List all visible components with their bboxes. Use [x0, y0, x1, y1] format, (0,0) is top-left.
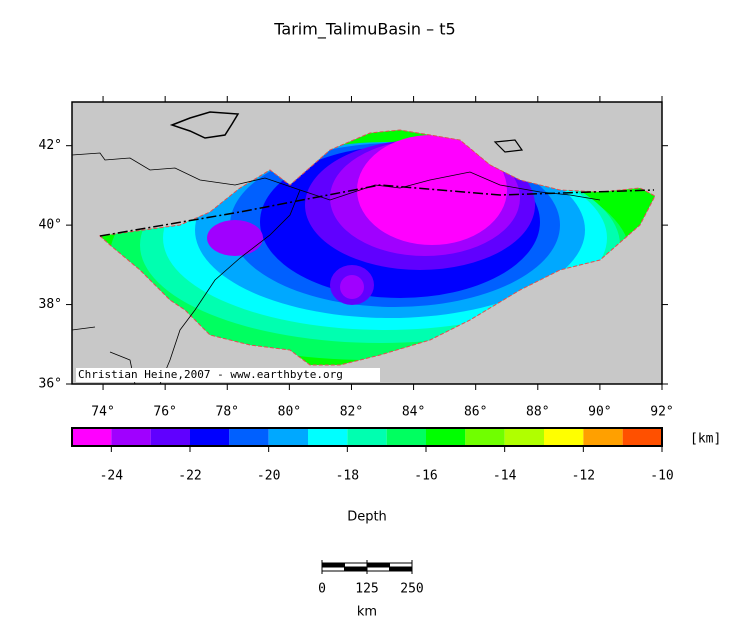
- colorbar-segment: [426, 428, 466, 446]
- lat-tick-label: 42°: [39, 138, 62, 153]
- colorbar-segment: [308, 428, 348, 446]
- colorbar-segment: [268, 428, 308, 446]
- scale-tick-label: 0: [318, 582, 326, 597]
- colorbar-tick-label: -10: [650, 469, 673, 484]
- lon-tick-label: 92°: [650, 405, 673, 420]
- colorbar-tick-label: -22: [178, 469, 201, 484]
- colorbar-tick-label: -20: [257, 469, 280, 484]
- lon-tick-label: 78°: [216, 405, 239, 420]
- colorbar-segment: [190, 428, 230, 446]
- colorbar-segment: [386, 428, 426, 446]
- border: [159, 189, 301, 384]
- lon-tick-label: 74°: [91, 405, 114, 420]
- colorbar-segment: [504, 428, 544, 446]
- scale-segment: [344, 562, 368, 568]
- field-band: [357, 135, 507, 245]
- scale-segment: [344, 566, 368, 572]
- title: Tarim_TalimuBasin – t5: [273, 20, 455, 40]
- scale-segment: [321, 562, 345, 568]
- scale-tick-label: 250: [400, 582, 423, 597]
- lat-tick-label: 40°: [39, 218, 62, 233]
- lon-tick-label: 84°: [402, 405, 425, 420]
- colorbar-tick-label: -18: [336, 469, 359, 484]
- colorbar-segment: [111, 428, 151, 446]
- field-band: [207, 220, 263, 256]
- lake: [493, 139, 524, 153]
- lon-tick-label: 88°: [526, 405, 549, 420]
- colorbar-segment: [622, 428, 662, 446]
- colorbar-tick-label: -24: [100, 469, 124, 484]
- lon-tick-label: 86°: [464, 405, 487, 420]
- lon-tick-label: 82°: [340, 405, 363, 420]
- colorbar-segment: [583, 428, 623, 446]
- scale-segment: [366, 562, 390, 568]
- scale-segment: [389, 566, 413, 572]
- scale-segment: [389, 562, 413, 568]
- colorbar-segment: [150, 428, 190, 446]
- scale-tick-label: 125: [355, 582, 378, 597]
- colorbar-label: Depth: [347, 510, 387, 525]
- depth-field: [100, 130, 655, 365]
- lon-tick-label: 90°: [588, 405, 611, 420]
- lon-tick-label: 80°: [278, 405, 301, 420]
- scale-segment: [366, 566, 390, 572]
- colorbar-segment: [72, 428, 112, 446]
- colorbar-segment: [465, 428, 505, 446]
- colorbar-tick-label: -14: [493, 469, 517, 484]
- lat-tick-label: 38°: [39, 297, 62, 312]
- scale-segment: [321, 566, 345, 572]
- lake: [169, 111, 240, 139]
- map-frame: [71, 101, 663, 385]
- colorbar-segment: [229, 428, 269, 446]
- map-content: [72, 111, 656, 384]
- section-line: [99, 184, 655, 237]
- colorbar-tick-label: -12: [572, 469, 595, 484]
- lon-tick-label: 76°: [153, 405, 176, 420]
- scale-unit: km: [357, 605, 377, 620]
- lat-tick-label: 36°: [39, 377, 62, 392]
- colorbar-tick-label: -16: [414, 469, 437, 484]
- credit: Christian Heine,2007 - www.earthbyte.org: [78, 368, 343, 381]
- colorbar-frame: [71, 427, 663, 447]
- colorbar-segment: [347, 428, 387, 446]
- colorbar-unit: [km]: [690, 432, 721, 447]
- colorbar-segment: [544, 428, 584, 446]
- field-band: [340, 275, 364, 299]
- border: [72, 152, 601, 201]
- credit-background: [76, 368, 380, 382]
